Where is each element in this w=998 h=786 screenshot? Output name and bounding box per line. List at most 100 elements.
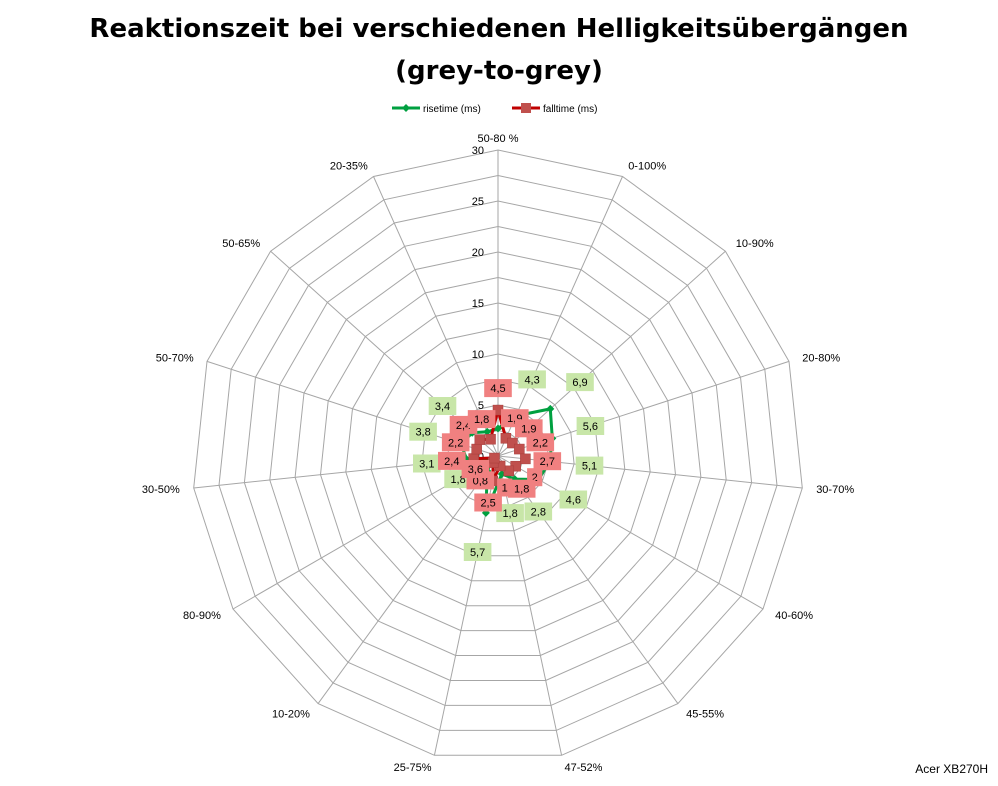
falltime-point — [474, 434, 486, 445]
grid-ring — [319, 276, 677, 632]
data-label: 1,8 — [474, 414, 489, 426]
data-label: 2,2 — [533, 437, 548, 449]
falltime-point — [489, 452, 500, 464]
category-label: 20-35% — [330, 161, 368, 173]
category-labels: 50-80 % 0-100% 10-90% 20-80% 30-70% 40-60% 45-… — [142, 133, 854, 774]
category-label: 50-65% — [222, 238, 260, 250]
data-label: 3,6 — [468, 464, 483, 476]
category-label: 80-90% — [183, 610, 221, 622]
legend-risetime-label: risetime (ms) — [423, 104, 481, 115]
data-label: 0,8 — [473, 475, 488, 487]
grid-ring — [421, 378, 575, 532]
grid-spoke — [317, 455, 499, 704]
category-label: 30-50% — [142, 484, 180, 496]
data-label: 4,5 — [490, 383, 505, 395]
category-label: 10-90% — [736, 238, 774, 250]
category-label: 50-80 % — [478, 133, 519, 145]
chart-title-line1: Reaktionszeit bei verschiedenen Helligke… — [89, 14, 909, 44]
radial-tick-label: 30 — [472, 145, 484, 157]
data-label: 2,2 — [448, 437, 463, 449]
data-label: 2,7 — [540, 456, 555, 468]
grid-spoke — [373, 176, 499, 457]
data-label-bg — [526, 433, 555, 452]
grid-ring — [243, 200, 753, 706]
grid-ring — [370, 327, 626, 582]
data-label: 1 — [502, 483, 508, 495]
data-label-bg — [409, 422, 437, 441]
data-label: 2,5 — [480, 498, 495, 510]
category-label: 47-52% — [565, 762, 603, 774]
data-label: 5,1 — [582, 461, 597, 473]
legend-falltime-marker — [521, 103, 531, 113]
data-label-bg — [533, 452, 562, 471]
falltime-point — [507, 437, 518, 449]
data-label-bg — [467, 410, 496, 429]
data-label-bg — [474, 493, 502, 512]
data-label: 1,8 — [514, 484, 529, 496]
category-label: 10-20% — [272, 708, 310, 720]
category-label: 45-55% — [686, 708, 724, 720]
data-label-bg — [524, 502, 553, 521]
data-label: 1,8 — [502, 508, 517, 520]
grid-ring — [193, 149, 803, 756]
data-label: 5,7 — [470, 547, 485, 559]
category-label: 30-70% — [816, 484, 854, 496]
radar-grid — [193, 149, 803, 756]
data-label-bg — [413, 454, 441, 473]
data-label-bg — [515, 419, 543, 438]
data-label: 4,6 — [566, 495, 581, 507]
data-label-bg — [438, 451, 466, 470]
data-label: 1,9 — [521, 423, 536, 435]
category-label: 20-80% — [802, 353, 840, 365]
data-labels: 4,3 6,95,65,14,62,81,85,71,83,13,83,44,51… — [409, 370, 605, 561]
category-label: 50-70% — [156, 353, 194, 365]
data-label-bg — [484, 379, 512, 398]
data-label: 3,8 — [415, 427, 430, 439]
radial-tick-label: 25 — [472, 196, 484, 208]
legend: risetime (ms) falltime (ms) — [392, 103, 597, 115]
data-label: 5,6 — [583, 421, 598, 433]
grid-ring — [294, 251, 702, 656]
data-label-bg — [576, 417, 605, 435]
data-label: 3,4 — [435, 401, 450, 413]
data-label: 2 — [532, 472, 538, 484]
risetime-point — [483, 427, 492, 436]
radial-tick-label: 10 — [472, 349, 484, 361]
category-label: 0-100% — [628, 161, 666, 173]
data-label-bg — [463, 543, 492, 561]
data-label-bg — [575, 456, 604, 475]
credit-text: Acer XB270H — [915, 762, 988, 776]
data-label: 3,1 — [419, 459, 434, 471]
grid-ring — [345, 302, 651, 607]
data-label-bg — [507, 479, 536, 498]
data-label-bg — [497, 478, 513, 497]
data-label-bg — [559, 490, 588, 509]
data-label: 2,4 — [456, 420, 471, 432]
data-label: 2,8 — [531, 507, 546, 519]
radial-tick-label: 5 — [478, 400, 484, 412]
category-label: 25-75% — [394, 762, 432, 774]
data-label-bg — [441, 433, 470, 452]
falltime-point — [520, 453, 531, 465]
data-label: 4,3 — [524, 374, 539, 386]
risetime-point — [546, 404, 555, 413]
grid-ring — [218, 174, 778, 731]
radial-tick-label: 20 — [472, 247, 484, 259]
data-label-bg — [518, 370, 546, 389]
data-label: 6,9 — [572, 377, 587, 389]
falltime-point — [514, 443, 525, 455]
falltime-point — [471, 443, 482, 455]
data-label-bg — [428, 397, 457, 415]
data-label-bg — [461, 460, 490, 478]
radial-tick-label: 15 — [472, 298, 484, 310]
data-label: 2,4 — [444, 456, 459, 468]
data-label-bg — [496, 504, 524, 523]
grid-ring — [269, 225, 727, 681]
legend-risetime-marker — [402, 104, 410, 112]
legend-falltime-label: falltime (ms) — [543, 104, 597, 115]
data-label-bg — [566, 373, 594, 392]
grid-ring — [396, 353, 600, 557]
category-label: 40-60% — [775, 610, 813, 622]
falltime-point — [485, 433, 496, 445]
